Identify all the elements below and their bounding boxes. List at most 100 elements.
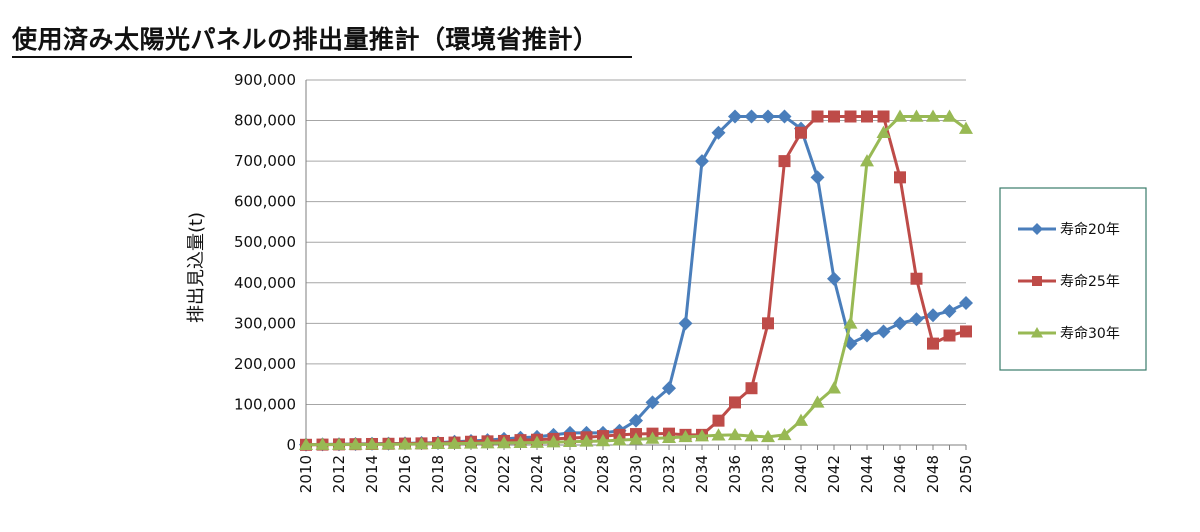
x-tick-label: 2018 <box>429 455 447 493</box>
y-tick-label: 400,000 <box>234 274 296 292</box>
data-point <box>365 437 379 450</box>
data-point <box>861 110 873 123</box>
data-point <box>447 436 462 449</box>
y-tick-label: 800,000 <box>234 112 296 130</box>
data-point <box>927 337 939 350</box>
series-triangle <box>299 109 973 451</box>
data-point <box>546 435 561 448</box>
data-point <box>629 432 643 445</box>
data-point <box>894 171 906 184</box>
data-point <box>662 381 676 396</box>
y-tick-label: 300,000 <box>234 314 296 332</box>
x-tick-label: 2030 <box>627 455 645 493</box>
y-tick-label: 700,000 <box>234 152 296 170</box>
data-point <box>810 395 825 408</box>
x-tick-label: 2028 <box>594 455 612 493</box>
x-tick-label: 2026 <box>561 455 579 493</box>
data-point <box>332 437 346 450</box>
data-point <box>795 126 807 139</box>
legend-item: 寿命30年 <box>1018 325 1120 342</box>
data-point <box>860 328 874 343</box>
data-point <box>761 109 775 124</box>
data-point <box>827 381 841 394</box>
y-axis-label: 排出見込量(t) <box>186 212 207 323</box>
data-point <box>695 154 709 169</box>
data-point <box>909 312 924 327</box>
data-point <box>959 121 973 134</box>
series-group <box>299 109 973 452</box>
data-point <box>828 110 840 123</box>
data-point <box>431 436 445 450</box>
data-point <box>612 433 627 446</box>
data-point <box>794 413 808 426</box>
data-point <box>744 429 759 442</box>
legend-label: 寿命30年 <box>1060 325 1120 342</box>
data-point <box>711 428 726 441</box>
data-point <box>926 109 940 122</box>
data-point <box>645 395 660 410</box>
data-point <box>811 110 824 123</box>
data-point <box>711 125 726 140</box>
x-tick-label: 2022 <box>495 455 513 493</box>
axes <box>305 80 967 450</box>
data-point <box>662 430 676 443</box>
data-point <box>315 437 330 450</box>
data-point <box>678 316 693 331</box>
x-tick-labels: 2010 2012 2014 2016 2018 2020 2022 2024 2026 2028… <box>297 455 975 493</box>
data-point <box>530 435 544 448</box>
y-tick-label: 0 <box>286 436 296 454</box>
data-point <box>777 109 792 124</box>
data-point <box>497 435 511 449</box>
x-tick-label: 2044 <box>858 455 876 493</box>
data-point <box>778 155 791 168</box>
data-point <box>728 427 742 441</box>
data-point <box>942 304 957 319</box>
data-point <box>579 434 594 447</box>
data-point <box>942 109 957 122</box>
data-point <box>877 110 890 123</box>
x-tick-label: 2012 <box>330 455 348 493</box>
data-point <box>893 316 907 331</box>
title-underline <box>12 56 632 58</box>
x-tick-label: 2038 <box>759 455 777 493</box>
data-point <box>480 436 495 449</box>
data-point <box>777 427 792 441</box>
x-tick-label: 2014 <box>363 455 381 493</box>
data-point <box>381 437 396 450</box>
data-point <box>926 308 940 323</box>
legend-label: 寿命20年 <box>1060 221 1120 238</box>
data-point <box>712 414 725 427</box>
x-tick-label: 2010 <box>297 455 315 493</box>
data-point <box>1032 276 1042 286</box>
x-tick-label: 2036 <box>726 455 744 493</box>
data-point <box>943 329 956 342</box>
x-tick-label: 2042 <box>825 455 843 493</box>
y-tick-label: 600,000 <box>234 193 296 211</box>
data-point <box>729 396 741 409</box>
x-tick-label: 2048 <box>924 455 942 493</box>
x-tick-label: 2020 <box>462 455 480 493</box>
data-point <box>860 154 874 167</box>
y-tick-labels: 0 100,000 200,000 300,000 400,000 500,000 600,… <box>234 71 296 454</box>
data-point <box>876 324 891 339</box>
data-point <box>960 325 972 338</box>
data-point <box>959 296 973 311</box>
data-point <box>629 413 643 428</box>
y-tick-label: 100,000 <box>234 395 296 413</box>
data-point <box>1031 327 1043 338</box>
gridlines <box>306 79 966 446</box>
data-point <box>678 429 693 443</box>
x-tick-label: 2024 <box>528 455 546 493</box>
data-point <box>596 433 610 447</box>
x-tick-label: 2032 <box>660 455 678 493</box>
data-point <box>876 125 891 138</box>
data-point <box>563 434 577 448</box>
data-point <box>761 429 775 443</box>
data-point <box>414 436 429 450</box>
data-point <box>348 437 363 450</box>
data-point <box>810 170 825 185</box>
data-point <box>910 272 923 285</box>
chart-title: 使用済み太陽光パネルの排出量推計（環境省推計） <box>12 25 599 54</box>
data-point <box>909 109 924 122</box>
legend-item: 寿命20年 <box>1018 221 1120 238</box>
